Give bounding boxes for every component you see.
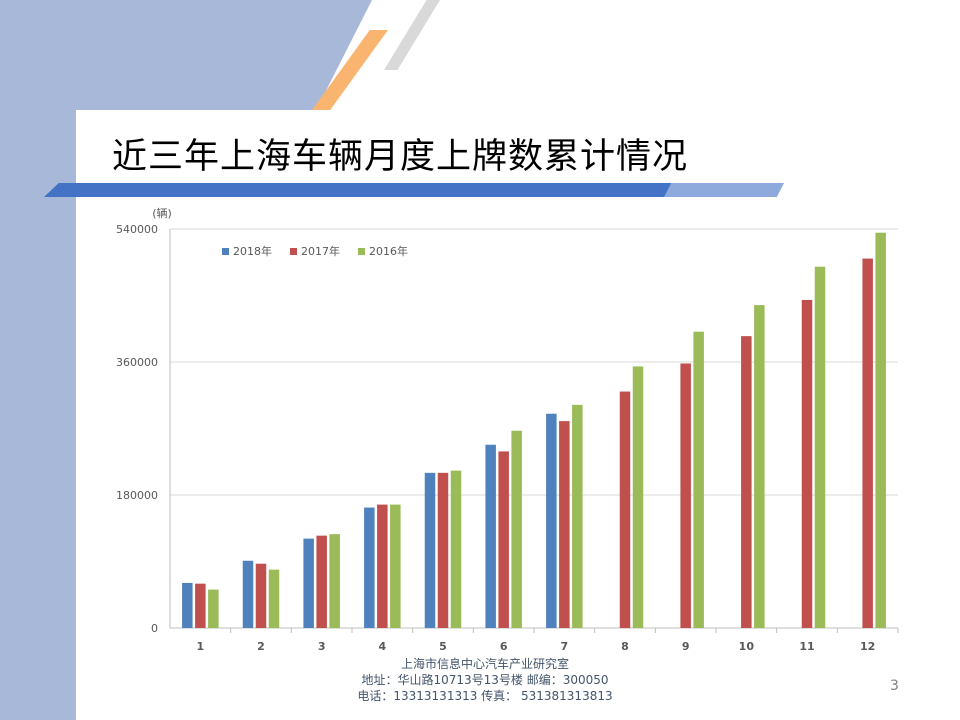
bar-2016年-9: [693, 331, 704, 628]
x-tick-label: 6: [500, 640, 508, 653]
footer-phone: 电话：13313131313 传真： 531381313813: [357, 689, 613, 703]
legend-label: 2018年: [233, 244, 272, 258]
x-tick-label: 9: [682, 640, 690, 653]
title-underline-accent: [664, 183, 784, 197]
bar-2017年-11: [801, 299, 813, 628]
bar-2016年-4: [390, 504, 401, 628]
bar-2017年-8: [619, 391, 631, 628]
bar-2017年-2: [255, 563, 267, 628]
bar-2017年-5: [437, 472, 449, 628]
bar-2016年-3: [329, 534, 340, 628]
x-tick-label: 8: [621, 640, 629, 653]
y-axis-label: (辆): [152, 206, 172, 220]
bar-2018年-4: [364, 507, 375, 628]
bar-2016年-2: [268, 569, 280, 628]
footer: 上海市信息中心汽车产业研究室 地址：华山路10713号13号楼 邮编：30005…: [300, 656, 670, 704]
x-tick-label: 7: [561, 640, 569, 653]
page-number: 3: [890, 678, 899, 694]
bar-2016年-7: [572, 404, 583, 628]
bar-2016年-11: [814, 266, 826, 628]
left-decor-band: [0, 0, 76, 720]
x-tick-label: 4: [379, 640, 387, 653]
bar-2018年-3: [303, 538, 314, 628]
bar-2016年-6: [511, 430, 522, 628]
bar-2017年-1: [195, 583, 206, 628]
bar-2018年-2: [242, 560, 254, 628]
legend-swatch-2016年: [358, 248, 365, 255]
x-tick-label: 12: [860, 640, 875, 653]
bar-2017年-6: [498, 451, 509, 628]
gray-decor-stripe: [384, 0, 440, 70]
x-tick-label: 1: [197, 640, 205, 653]
x-tick-label: 3: [318, 640, 326, 653]
bar-2017年-4: [377, 504, 388, 628]
y-tick-label: 0: [151, 622, 158, 635]
legend-label: 2017年: [301, 244, 340, 258]
y-tick-label: 180000: [116, 489, 158, 502]
bar-2018年-7: [546, 413, 557, 628]
legend-swatch-2018年: [222, 248, 229, 255]
title-underline-bar: [44, 183, 784, 197]
bar-2016年-12: [875, 232, 886, 628]
footer-address: 地址：华山路10713号13号楼 邮编：300050: [361, 673, 609, 687]
x-tick-label: 11: [799, 640, 814, 653]
bar-2016年-10: [754, 305, 765, 628]
bar-2018年-6: [485, 444, 496, 628]
x-tick-label: 10: [739, 640, 755, 653]
x-tick-label: 5: [439, 640, 447, 653]
bar-2018年-1: [182, 582, 193, 628]
bar-2016年-8: [632, 366, 644, 628]
bar-2017年-3: [316, 535, 327, 628]
bar-2017年-9: [680, 363, 691, 628]
top-decor-band: [0, 0, 372, 110]
footer-org: 上海市信息中心汽车产业研究室: [400, 657, 569, 671]
title-card: [76, 110, 960, 190]
bar-2017年-10: [741, 336, 752, 628]
bar-2016年-1: [208, 589, 219, 628]
legend-label: 2016年: [369, 244, 408, 258]
y-tick-label: 360000: [116, 356, 158, 369]
bar-2017年-7: [559, 421, 570, 628]
legend-swatch-2017年: [290, 248, 297, 255]
bar-2018年-5: [424, 472, 436, 628]
x-tick-label: 2: [257, 640, 265, 653]
bar-2016年-5: [450, 470, 462, 628]
y-tick-label: 540000: [116, 223, 158, 236]
bar-2017年-12: [862, 258, 873, 628]
page-title: 近三年上海车辆月度上牌数累计情况: [112, 137, 689, 177]
